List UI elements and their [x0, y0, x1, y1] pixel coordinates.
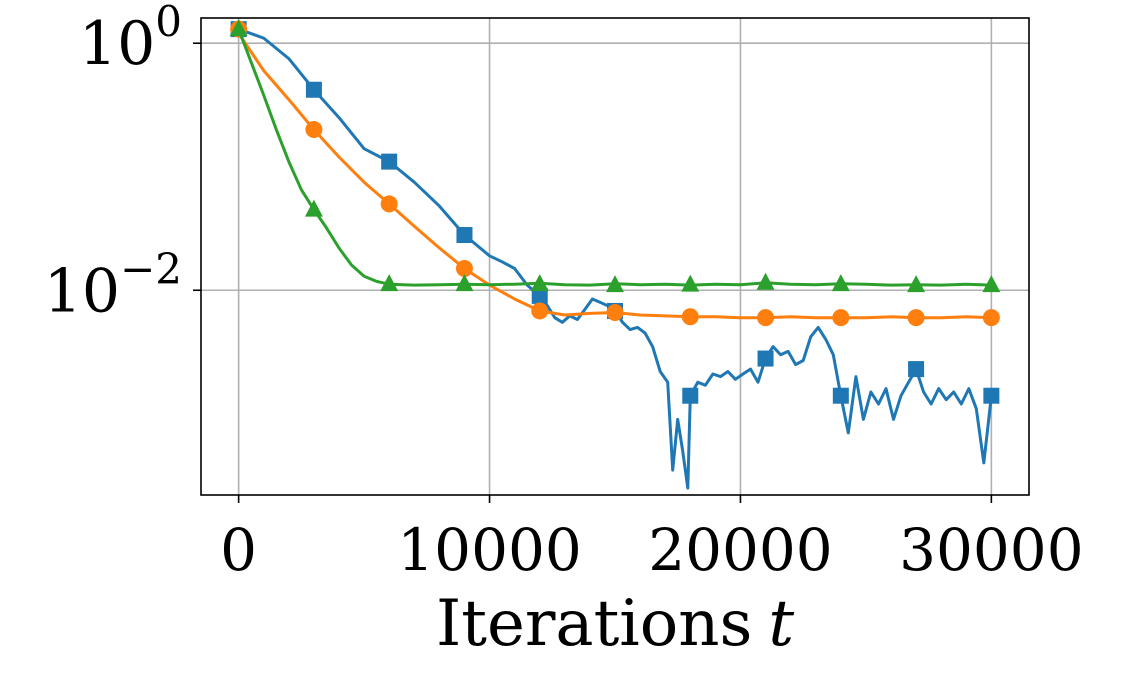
data-point-circle	[907, 309, 925, 327]
data-point-triangle	[606, 275, 624, 293]
grid	[201, 18, 1029, 495]
data-point-circle	[757, 309, 775, 327]
x-tick-label: 0	[220, 516, 257, 584]
x-tick-label: 10000	[397, 516, 582, 584]
data-point-triangle	[304, 199, 323, 217]
data-point-square	[682, 387, 699, 404]
data-point-square	[908, 361, 925, 378]
data-point-triangle	[756, 272, 775, 290]
data-point-circle	[681, 308, 699, 326]
y-tick-label: 100	[79, 0, 182, 79]
x-tick-label: 20000	[648, 516, 833, 584]
data-point-triangle	[455, 274, 474, 292]
data-point-square	[456, 227, 473, 244]
data-point-triangle	[681, 274, 700, 292]
data-point-circle	[380, 195, 398, 213]
series-line	[238, 27, 993, 490]
x-axis-label-variable: t	[768, 587, 794, 661]
data-point-square	[381, 153, 398, 170]
data-point-triangle	[380, 274, 399, 292]
data-point-circle	[455, 260, 473, 278]
series-group	[229, 19, 1001, 490]
x-axis-label-text: Iterations	[436, 587, 752, 661]
data-point-circle	[832, 309, 850, 327]
data-point-square	[305, 81, 322, 98]
data-point-triangle	[229, 19, 248, 37]
x-tick-label: 30000	[899, 516, 1084, 584]
data-point-square	[757, 350, 774, 367]
data-point-circle	[305, 121, 323, 139]
y-axis-ticks: 100 10−2	[44, 0, 201, 326]
data-point-triangle	[831, 274, 850, 292]
series-3	[229, 19, 1001, 293]
data-point-square	[832, 387, 849, 404]
plot-area-frame	[200, 17, 1030, 496]
data-point-square	[983, 387, 1000, 404]
data-point-triangle	[530, 274, 549, 292]
series-line	[237, 32, 992, 320]
data-point-circle	[531, 302, 549, 320]
data-point-circle	[606, 304, 624, 322]
y-tick-label: 10−2	[44, 244, 182, 326]
x-axis-ticks: 0 10000 20000 30000	[220, 495, 1084, 584]
data-point-square	[531, 287, 548, 304]
data-point-triangle	[907, 275, 926, 293]
series-1	[230, 21, 1000, 490]
data-point-triangle	[982, 275, 1001, 293]
series-line	[237, 28, 992, 287]
data-point-circle	[982, 309, 1000, 327]
x-axis-label: Iterations t	[436, 587, 794, 661]
